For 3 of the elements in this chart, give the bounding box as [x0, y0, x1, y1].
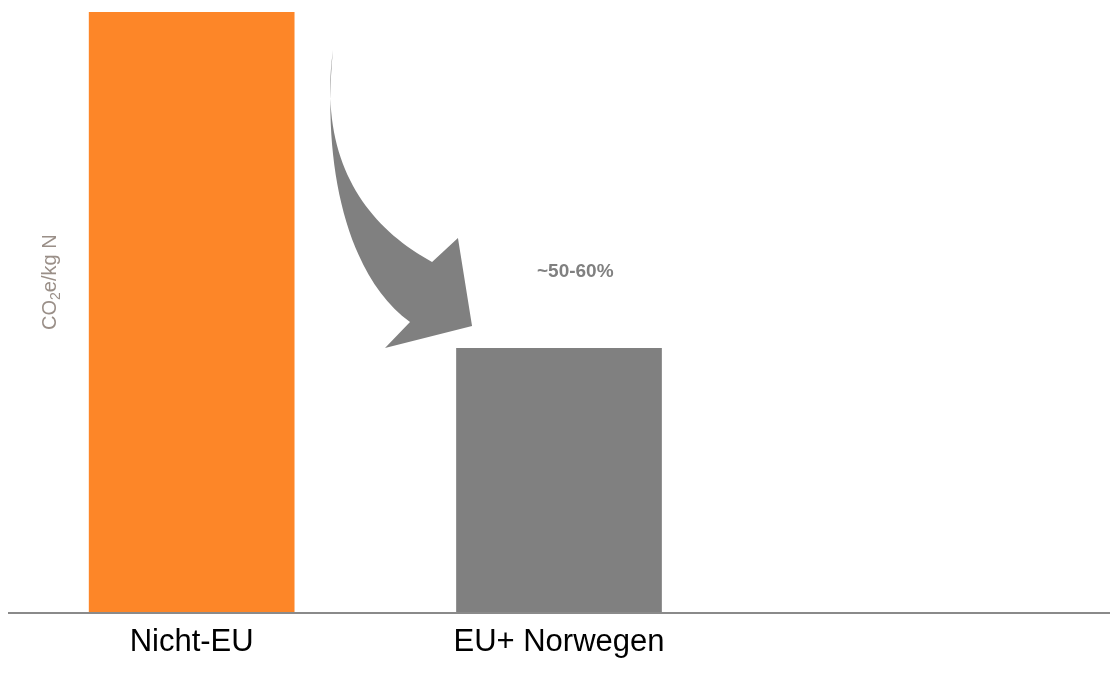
annotation: ~50-60%: [537, 260, 614, 281]
x-tick-label: Nicht-EU: [129, 623, 254, 659]
x-tick-label: EU+ Norwegen: [453, 623, 665, 659]
